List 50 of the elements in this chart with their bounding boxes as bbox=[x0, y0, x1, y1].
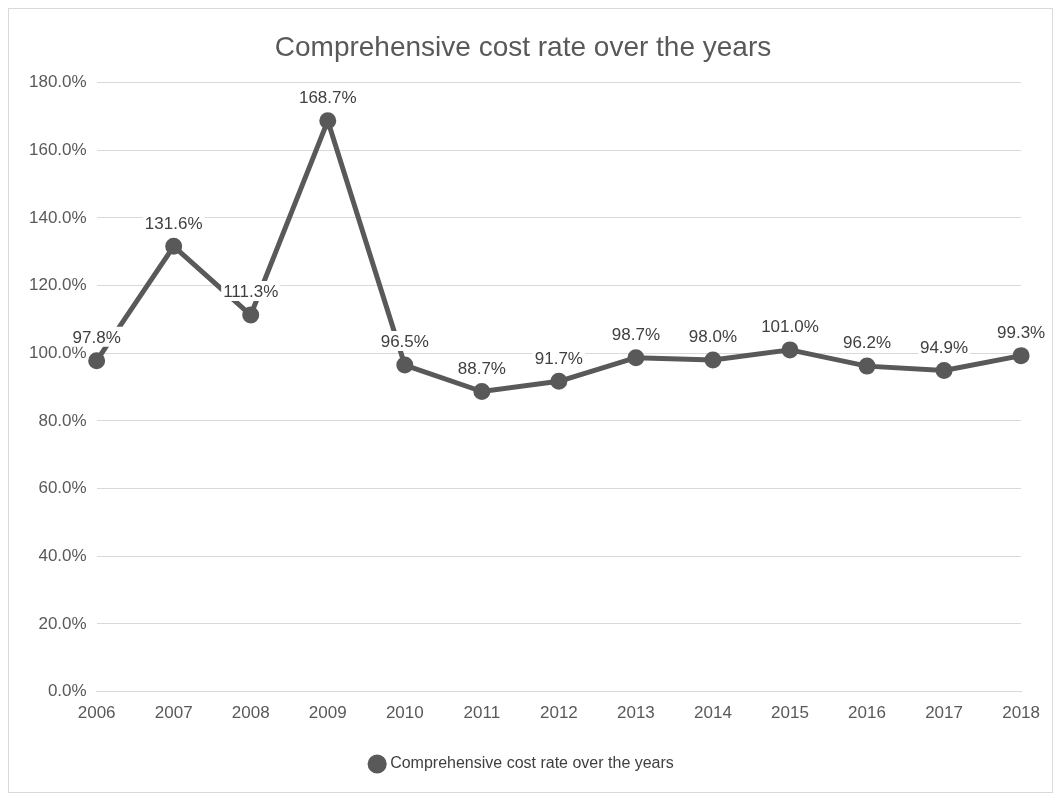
point bbox=[473, 383, 491, 400]
point bbox=[319, 112, 337, 130]
x-tick-label: 2006 bbox=[77, 703, 116, 723]
point bbox=[165, 237, 183, 255]
y-tick-label: 140.0% bbox=[28, 207, 87, 227]
point bbox=[781, 341, 799, 359]
y-tick-label: 20.0% bbox=[38, 613, 87, 633]
point bbox=[704, 351, 722, 369]
x-tick-label: 2017 bbox=[925, 703, 963, 723]
point bbox=[858, 357, 876, 375]
data-label: 101.0% bbox=[761, 317, 819, 337]
point bbox=[1012, 347, 1030, 365]
x-tick-label: 2007 bbox=[154, 703, 193, 723]
x-tick-label: 2018 bbox=[1002, 703, 1040, 723]
y-tick-label: 180.0% bbox=[28, 72, 87, 92]
point bbox=[627, 349, 645, 367]
data-label: 88.7% bbox=[457, 358, 506, 378]
data-label: 98.7% bbox=[611, 324, 661, 344]
y-tick-label: 160.0% bbox=[28, 139, 87, 159]
x-tick-label: 2010 bbox=[385, 703, 424, 723]
x-tick-label: 2009 bbox=[308, 703, 347, 723]
y-tick-label: 40.0% bbox=[38, 545, 87, 565]
data-label: 131.6% bbox=[144, 213, 203, 233]
data-label: 99.3% bbox=[996, 322, 1046, 342]
y-tick-label: 80.0% bbox=[38, 410, 87, 430]
data-label: 97.8% bbox=[72, 327, 121, 347]
data-label: 96.5% bbox=[380, 332, 429, 352]
x-tick-label: 2015 bbox=[771, 703, 809, 723]
data-label: 111.3% bbox=[223, 282, 279, 302]
data-label: 91.7% bbox=[534, 348, 583, 368]
y-tick-label: 60.0% bbox=[38, 478, 87, 498]
data-label: 96.2% bbox=[842, 333, 892, 353]
legend-label: Comprehensive cost rate over the years bbox=[390, 754, 674, 772]
y-tick-label: 0.0% bbox=[47, 681, 87, 701]
data-label: 94.9% bbox=[919, 337, 969, 357]
x-tick-label: 2012 bbox=[539, 703, 578, 723]
x-tick-label: 2016 bbox=[848, 703, 886, 723]
point bbox=[396, 356, 414, 374]
point bbox=[550, 372, 568, 390]
x-tick-label: 2008 bbox=[231, 703, 270, 723]
point bbox=[935, 362, 953, 380]
point bbox=[88, 352, 106, 370]
y-tick-label: 120.0% bbox=[28, 275, 87, 295]
x-tick-label: 2013 bbox=[617, 703, 655, 723]
chart-title: Comprehensive cost rate over the years bbox=[274, 30, 772, 62]
x-tick-label: 2014 bbox=[694, 703, 732, 723]
data-label: 168.7% bbox=[298, 88, 357, 108]
point bbox=[242, 306, 260, 324]
data-label: 98.0% bbox=[688, 327, 738, 347]
x-tick-label: 2011 bbox=[463, 703, 501, 723]
